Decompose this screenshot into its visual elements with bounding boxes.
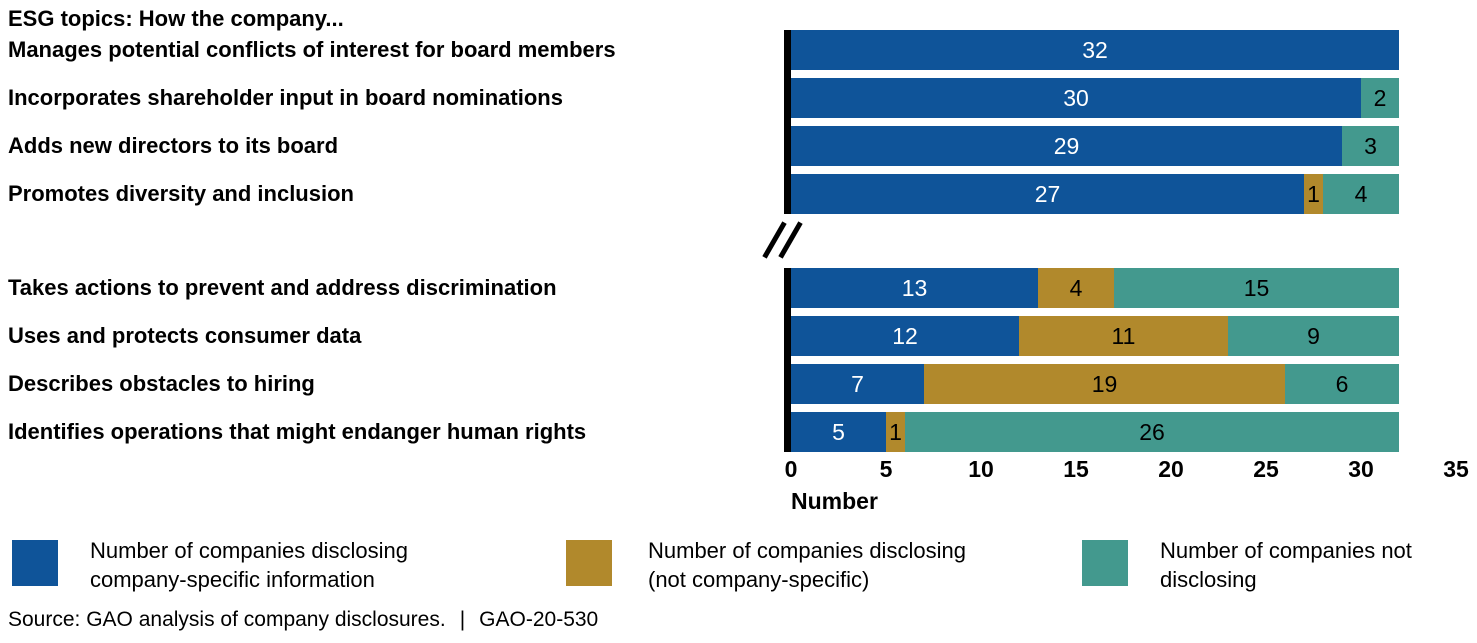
value-label: 26 <box>1139 418 1165 445</box>
bar-segment: 32 <box>791 30 1399 70</box>
chart-row: Promotes diversity and inclusion 27 1 4 <box>0 174 1477 214</box>
bar-segment: 9 <box>1228 316 1399 356</box>
category-label: Uses and protects consumer data <box>8 323 362 348</box>
category-label: Describes obstacles to hiring <box>8 371 315 396</box>
legend-label: Number of companies not disclosing <box>1160 538 1412 592</box>
value-label: 11 <box>1111 322 1136 349</box>
category-label: Promotes diversity and inclusion <box>8 181 354 206</box>
value-label: 1 <box>1307 180 1320 207</box>
source-separator: | <box>459 608 466 631</box>
axis-break-icon <box>760 218 816 262</box>
stacked-bar: 27 1 4 <box>791 174 1399 214</box>
chart-row: Uses and protects consumer data 12 11 9 <box>0 316 1477 356</box>
legend-swatch-gold <box>566 540 612 586</box>
value-label: 2 <box>1373 84 1387 111</box>
bar-group-social: Takes actions to prevent and address dis… <box>0 268 1477 452</box>
category-label: Identifies operations that might endange… <box>8 419 587 444</box>
value-label: 1 <box>889 418 902 445</box>
stacked-bar: 7 19 6 <box>791 364 1399 404</box>
chart-row: Adds new directors to its board 29 3 <box>0 126 1477 166</box>
bar-segment: 29 <box>791 126 1342 166</box>
value-label: 3 <box>1364 132 1377 159</box>
category-label: Incorporates shareholder input in board … <box>8 85 563 110</box>
bar-segment: 5 <box>791 412 886 452</box>
chart-row: Manages potential conflicts of interest … <box>0 30 1477 70</box>
bar-segment: 26 <box>905 412 1399 452</box>
stacked-bar: 30 2 <box>791 78 1399 118</box>
value-label: 29 <box>1053 132 1080 159</box>
value-label: 32 <box>1082 36 1108 63</box>
category-label: Takes actions to prevent and address dis… <box>8 275 557 300</box>
bar-segment: 1 <box>886 412 905 452</box>
stacked-bar: 29 3 <box>791 126 1399 166</box>
value-label: 27 <box>1034 180 1061 207</box>
bar-segment: 19 <box>924 364 1285 404</box>
value-label: 9 <box>1307 322 1320 349</box>
value-label: 6 <box>1335 370 1349 397</box>
bar-segment: 6 <box>1285 364 1399 404</box>
category-label: Adds new directors to its board <box>8 133 339 158</box>
stacked-bar: 12 11 9 <box>791 316 1399 356</box>
report-id: GAO-20-530 <box>479 608 599 631</box>
x-tick: 15 <box>1063 456 1089 482</box>
bar-segment: 13 <box>791 268 1038 308</box>
legend-swatch-blue <box>12 540 58 586</box>
chart-row: Identifies operations that might endange… <box>0 412 1477 452</box>
x-tick: 20 <box>1158 456 1184 482</box>
chart-row: Incorporates shareholder input in board … <box>0 78 1477 118</box>
legend-label: Number of companies disclosing (not comp… <box>648 538 966 592</box>
category-label: Manages potential conflicts of interest … <box>8 37 616 62</box>
value-label: 12 <box>892 322 918 349</box>
chart-row: Takes actions to prevent and address dis… <box>0 268 1477 308</box>
bar-segment: 2 <box>1361 78 1399 118</box>
stacked-bar: 32 <box>791 30 1399 70</box>
value-label: 13 <box>901 274 928 301</box>
value-label: 19 <box>1091 370 1118 397</box>
x-tick: 5 <box>879 456 893 482</box>
value-label: 5 <box>832 418 845 445</box>
bar-segment: 7 <box>791 364 924 404</box>
chart-row: Describes obstacles to hiring 7 19 6 <box>0 364 1477 404</box>
bar-segment: 30 <box>791 78 1361 118</box>
bar-group-governance: Manages potential conflicts of interest … <box>0 30 1477 214</box>
chart-title: ESG topics: How the company... <box>8 6 344 31</box>
bar-segment: 15 <box>1114 268 1399 308</box>
bar-segment: 27 <box>791 174 1304 214</box>
source-text: Source: GAO analysis of company disclosu… <box>8 608 446 631</box>
value-label: 15 <box>1243 274 1270 301</box>
x-tick: 25 <box>1253 456 1279 482</box>
bar-segment: 11 <box>1019 316 1228 356</box>
x-axis: 0 5 10 15 20 25 30 35 <box>785 456 1469 484</box>
legend: Number of companies disclosing company-s… <box>0 536 1477 598</box>
bar-segment: 1 <box>1304 174 1323 214</box>
bar-segment: 3 <box>1342 126 1399 166</box>
legend-swatch-teal <box>1082 540 1128 586</box>
stacked-bar: 13 4 15 <box>791 268 1399 308</box>
bar-segment: 4 <box>1323 174 1399 214</box>
value-label: 4 <box>1069 274 1083 301</box>
x-tick: 10 <box>968 456 994 482</box>
value-label: 7 <box>851 370 864 397</box>
bar-segment: 12 <box>791 316 1019 356</box>
value-label: 4 <box>1354 180 1368 207</box>
source-note: Source: GAO analysis of company disclosu… <box>8 608 598 632</box>
x-tick: 35 <box>1443 456 1469 482</box>
stacked-bar: 5 1 26 <box>791 412 1399 452</box>
bar-segment: 4 <box>1038 268 1114 308</box>
x-axis-label: Number <box>791 488 878 514</box>
x-tick: 0 <box>784 456 798 482</box>
x-tick: 30 <box>1348 456 1374 482</box>
value-label: 30 <box>1063 84 1089 111</box>
legend-label: Number of companies disclosing company-s… <box>90 538 408 592</box>
